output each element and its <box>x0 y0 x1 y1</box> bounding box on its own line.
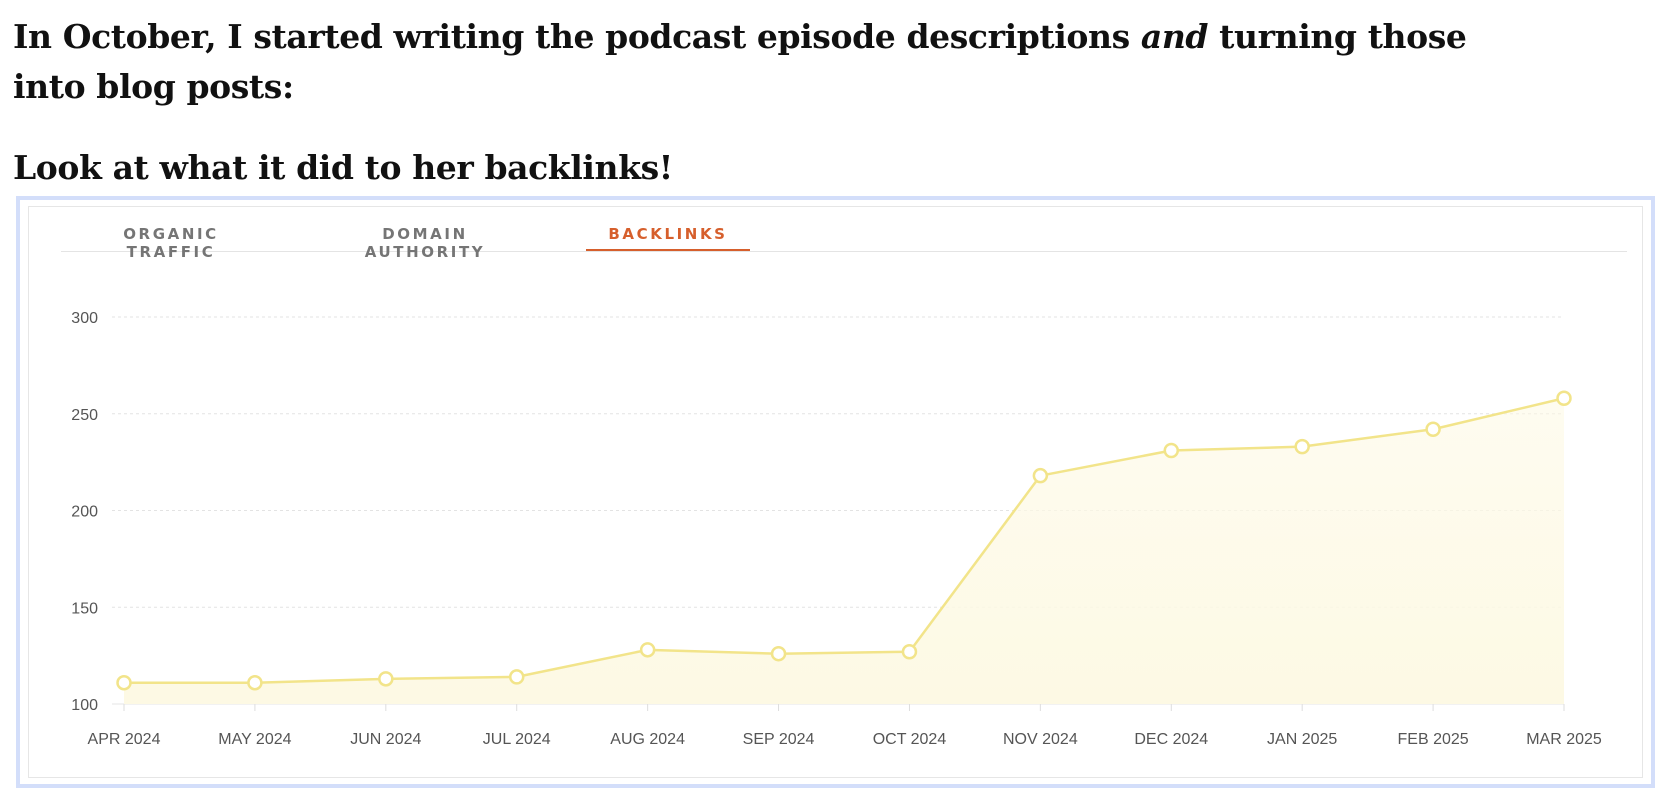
y-tick-label: 150 <box>71 600 98 617</box>
intro-text-start: In October, I started writing the podcas… <box>13 17 1141 56</box>
data-point <box>1163 442 1180 459</box>
intro-emphasis: and <box>1140 17 1209 56</box>
x-tick-label: JAN 2025 <box>1267 731 1337 748</box>
x-tick-label: AUG 2024 <box>610 731 685 748</box>
data-point <box>378 671 394 687</box>
section-heading: Look at what it did to her backlinks! <box>13 148 673 187</box>
data-point <box>1425 421 1441 437</box>
x-tick-label: APR 2024 <box>88 731 161 748</box>
x-tick-label: MAY 2024 <box>218 731 291 748</box>
data-point <box>901 644 918 660</box>
y-tick-label: 100 <box>71 697 98 714</box>
data-point <box>1294 438 1310 455</box>
intro-text-end: turning those into blog posts: <box>13 17 1467 106</box>
data-point <box>508 669 525 685</box>
y-tick-label: 250 <box>71 407 98 424</box>
data-point <box>770 645 787 662</box>
data-point <box>1032 467 1049 484</box>
x-tick-label: OCT 2024 <box>873 731 947 748</box>
x-tick-label: SEP 2024 <box>743 731 815 748</box>
data-point <box>116 674 132 691</box>
intro-paragraph: In October, I started writing the podcas… <box>13 12 1513 112</box>
tab-backlinks[interactable]: BACKLINKS <box>586 225 750 251</box>
tab-domain-authority[interactable]: DOMAIN AUTHORITY <box>364 225 486 261</box>
x-tick-label: DEC 2024 <box>1134 731 1208 748</box>
y-tick-label: 200 <box>71 504 98 521</box>
x-tick-label: FEB 2025 <box>1398 731 1469 748</box>
x-tick-label: MAR 2025 <box>1526 731 1602 748</box>
data-point <box>639 642 656 658</box>
data-point <box>1556 390 1572 407</box>
tab-organic-traffic[interactable]: ORGANIC TRAFFIC <box>123 225 219 261</box>
area-fill <box>124 398 1564 704</box>
series-line <box>124 397 1565 684</box>
x-tick-label: JUL 2024 <box>483 731 551 748</box>
y-tick-label: 300 <box>71 310 98 327</box>
chart-tabs: ORGANIC TRAFFIC DOMAIN AUTHORITY BACKLIN… <box>61 207 1627 261</box>
x-tick-label: NOV 2024 <box>1003 731 1078 748</box>
data-point <box>247 674 263 691</box>
x-tick-label: JUN 2024 <box>350 731 421 748</box>
